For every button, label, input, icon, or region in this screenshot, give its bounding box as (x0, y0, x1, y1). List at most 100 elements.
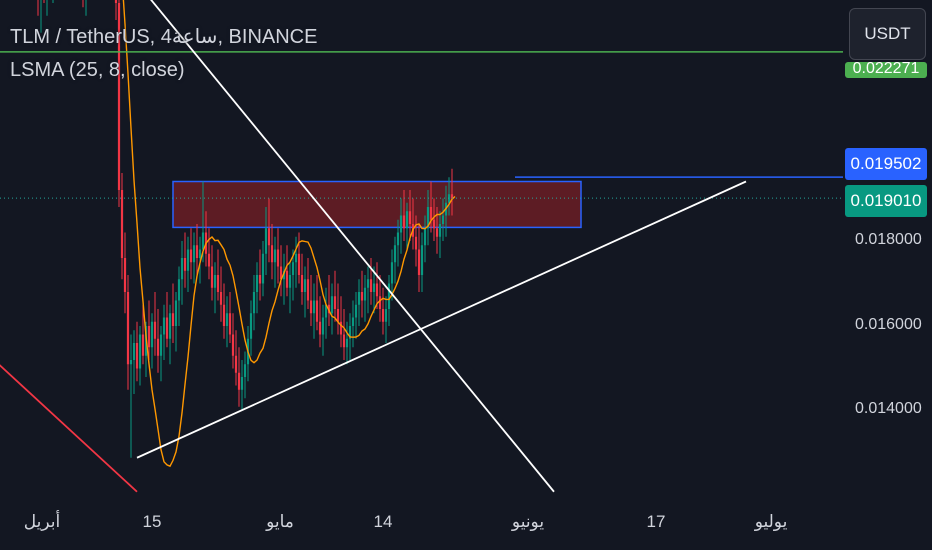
candle-body (288, 275, 292, 288)
candle-body (321, 317, 325, 335)
candle-body (423, 228, 427, 246)
old-support-trendline (0, 364, 138, 493)
candle-body (294, 253, 298, 263)
x-axis-tick: مايو (266, 512, 294, 531)
candle-body (249, 313, 253, 339)
candle-body (171, 313, 175, 326)
candle-body (390, 262, 394, 284)
candle-body (177, 279, 181, 301)
x-axis-tick: يونيو (511, 512, 545, 531)
candle-body (270, 245, 274, 263)
x-axis-tick: 15 (142, 512, 162, 531)
candle-body (273, 249, 277, 263)
candle-body (306, 279, 310, 301)
candle-body (381, 309, 385, 322)
symbol-legend[interactable]: TLM / TetherUS, 4ساعة, BINANCE (10, 26, 318, 48)
candle-body (393, 245, 397, 263)
candle-body (255, 275, 259, 292)
candle-body (156, 338, 160, 356)
candle-body (138, 334, 142, 369)
candle-body (372, 283, 376, 292)
candle-body (438, 224, 442, 237)
candle-body (207, 253, 211, 267)
candle-body (285, 270, 289, 288)
candle-body (330, 296, 334, 314)
candle-body (201, 232, 205, 250)
candle-body (300, 275, 304, 292)
candle-body (279, 266, 283, 280)
lsma-layer (122, 0, 456, 468)
candle-body (435, 228, 439, 237)
candle-body (312, 300, 316, 314)
candle-body (450, 194, 454, 199)
candle-body (183, 258, 187, 271)
y-axis-tick: 0.016000 (855, 316, 922, 333)
candle-body (147, 326, 151, 348)
candle-body (252, 292, 256, 314)
candle-body (282, 270, 286, 280)
candle-body (114, 0, 118, 3)
candle-body (333, 296, 337, 309)
last-price-tag: 0.019010 (845, 185, 927, 217)
candle-body (237, 372, 241, 390)
candle-body (315, 300, 319, 322)
candle-body (219, 292, 223, 305)
candle-body (396, 232, 400, 246)
candle-body (399, 215, 403, 233)
candle-body (363, 287, 367, 301)
candle-body (378, 296, 382, 309)
lsma-line (122, 0, 456, 468)
candle-body (432, 219, 436, 229)
candle-body (198, 249, 202, 258)
candle-body (384, 309, 388, 322)
candle-body (291, 262, 295, 275)
candle-body (426, 207, 430, 229)
x-axis-tick: أبريل (23, 512, 61, 531)
candle-body (339, 321, 343, 335)
indicator-legend[interactable]: LSMA (25, 8, close) (10, 59, 185, 81)
candle-body (243, 364, 247, 377)
candle-body (354, 304, 358, 318)
candle-body (417, 249, 421, 275)
candle-body (387, 283, 391, 309)
support-trendline (136, 180, 747, 459)
candle-body (369, 279, 373, 292)
candle-body (210, 266, 214, 288)
candle-body (159, 334, 163, 356)
candle-body (192, 245, 196, 263)
y-axis-tick: 0.018000 (855, 231, 922, 248)
candle-body (297, 253, 301, 275)
candle-body (414, 236, 418, 250)
candle-body (141, 334, 145, 356)
trendlines-layer[interactable] (0, 0, 843, 493)
candle-body (408, 211, 412, 224)
candle-body (420, 245, 424, 275)
candle-body (168, 313, 172, 339)
top-level-price-tag: 0.022271 (845, 62, 927, 78)
x-axis-tick: 14 (373, 512, 393, 531)
candle-body (261, 253, 265, 284)
candle-body (357, 292, 361, 305)
candle-body (231, 334, 235, 356)
currency-button[interactable]: USDT (849, 8, 926, 60)
candle-body (318, 321, 322, 335)
candle-body (234, 355, 238, 373)
candle-body (222, 304, 226, 326)
candle-body (228, 313, 232, 335)
candle-body (303, 279, 307, 292)
candle-body (402, 215, 406, 229)
resistance-zone-layer (172, 180, 582, 229)
candle-body (225, 313, 229, 326)
candle-body (240, 377, 244, 390)
candle-body (162, 317, 166, 335)
candle-body (120, 190, 124, 258)
y-axis-tick: 0.014000 (855, 400, 922, 417)
candle-body (180, 258, 184, 280)
candle-body (441, 215, 445, 224)
candle-body (348, 326, 352, 339)
candle-body (324, 304, 328, 318)
candle-body (309, 300, 313, 314)
candle-body (336, 309, 340, 322)
